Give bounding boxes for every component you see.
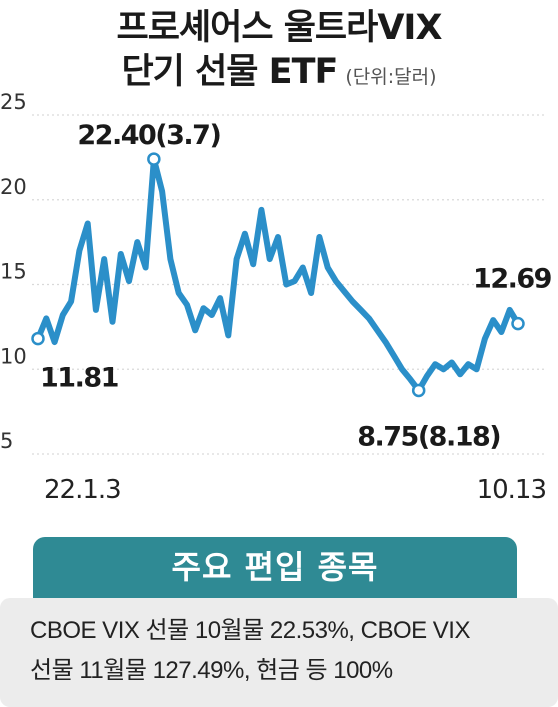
x-tick-label: 22.1.3 xyxy=(44,475,121,505)
y-tick-label: 10 xyxy=(0,344,27,368)
title-line-2-text: 단기 선물 ETF xyxy=(121,52,338,92)
annotation-marker xyxy=(147,152,161,166)
y-tick-label: 15 xyxy=(0,260,27,284)
annotation-marker xyxy=(31,331,45,346)
annotation-label: 11.81 xyxy=(40,363,118,394)
title-line-1: 프로셰어스 울트라VIX xyxy=(116,8,443,48)
holdings-header: 주요 편입 종목 xyxy=(33,537,517,599)
holdings-line-2: 선물 11월물 127.49%, 현금 등 100% xyxy=(30,657,393,684)
y-tick-label: 20 xyxy=(0,175,27,199)
title-line-2: 단기 선물 ETF (단위:달러) xyxy=(0,50,558,99)
annotation-label: 8.75(8.18) xyxy=(357,421,500,452)
holdings-text: CBOE VIX 선물 10월물 22.53%, CBOE VIX 선물 11월… xyxy=(30,611,540,691)
holdings-line-1: CBOE VIX 선물 10월물 22.53%, CBOE VIX xyxy=(30,617,471,644)
annotation-label: 12.69 xyxy=(473,264,552,295)
y-tick-label: 5 xyxy=(0,429,13,453)
holdings-panel xyxy=(0,598,558,707)
annotation-marker xyxy=(511,316,525,331)
line-chart: 25 20 15 10 5 22.1.3 10.13 22.40(3.7) 11.81 8.75(… xyxy=(0,90,553,505)
annotation-label: 22.40(3.7) xyxy=(77,120,220,151)
y-tick-label: 25 xyxy=(0,90,27,114)
x-tick-label: 10.13 xyxy=(477,475,546,505)
unit-label: (단위:달러) xyxy=(345,66,437,88)
chart-title: 프로셰어스 울트라VIX 단기 선물 ETF (단위:달러) xyxy=(0,6,558,99)
annotation-marker xyxy=(411,383,426,398)
series-line xyxy=(35,156,521,394)
